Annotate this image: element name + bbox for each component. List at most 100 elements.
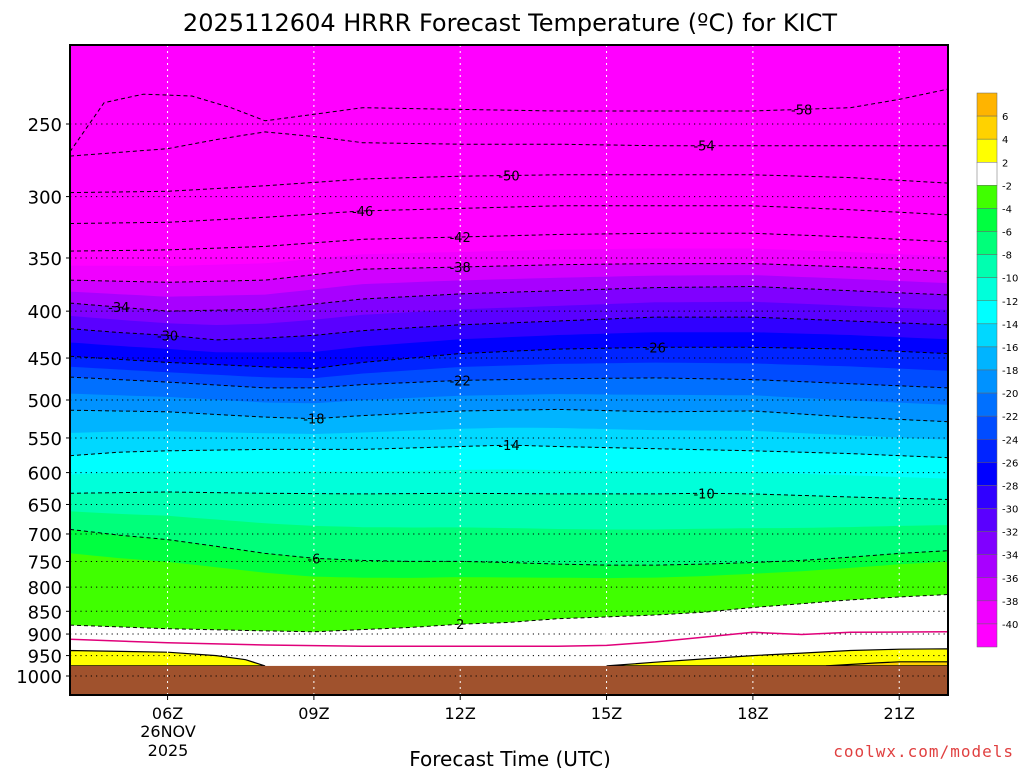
colorbar-label-8: -12: [1002, 297, 1018, 308]
isotherm--10: [70, 491, 948, 500]
isotherm-label--34: -34: [108, 301, 129, 316]
colorbar-segment-6: [976, 231, 998, 255]
temperature-fill: [70, 45, 948, 695]
colorbar-segment-12: [976, 369, 998, 394]
y-tick-label-400: 400: [28, 302, 62, 323]
date-label-day: 26NOV: [140, 722, 196, 741]
y-tick-label-600: 600: [28, 464, 62, 485]
colorbar-label-3: -2: [1002, 181, 1012, 192]
colorbar-label-16: -28: [1002, 481, 1018, 492]
colorbar-segment-13: [976, 392, 998, 417]
isotherm--38: [70, 263, 948, 283]
warm-layer-late: [606, 648, 948, 667]
colorbar-label-9: -14: [1002, 320, 1018, 331]
chart-title: 2025112604 HRRR Forecast Temperature (ºC…: [183, 9, 837, 37]
colorbar-label-19: -34: [1002, 551, 1018, 562]
y-tick-label-250: 250: [28, 115, 62, 136]
isotherm--54: [70, 131, 948, 157]
colorbar-label-0: 6: [1002, 112, 1008, 123]
isotherm--18: [70, 408, 948, 423]
colorbar-label-22: -40: [1002, 620, 1018, 631]
isotherm--6: [70, 528, 948, 566]
y-tick-label-550: 550: [28, 429, 62, 450]
colorbar-segment-20: [976, 554, 998, 579]
y-tick-label-650: 650: [28, 495, 62, 516]
plot-frame: [69, 44, 949, 696]
colorbar-label-7: -10: [1002, 274, 1018, 285]
isotherm-label--58: -58: [791, 103, 812, 118]
colorbar-segment-14: [976, 415, 998, 440]
colorbar-segment-23: [976, 623, 998, 648]
isotherm-label--6: -6: [307, 552, 320, 567]
colorbar-label-11: -18: [1002, 366, 1018, 377]
site-watermark: coolwx.com/models: [833, 742, 1014, 761]
y-tick-label-300: 300: [28, 188, 62, 209]
y-tick-label-500: 500: [28, 391, 62, 412]
isotherm--22: [70, 376, 948, 389]
gridlines: [70, 45, 948, 695]
x-tick-label-15Z: 15Z: [591, 704, 622, 723]
x-tick-label-21Z: 21Z: [884, 704, 915, 723]
colorbar-segment-1: [976, 115, 998, 140]
colorbar-label-14: -24: [1002, 435, 1018, 446]
colorbar-label-2: 2: [1002, 158, 1008, 169]
isotherm--58: [70, 88, 948, 152]
colorbar-segment-22: [976, 600, 998, 625]
colorbar-label-5: -6: [1002, 228, 1012, 239]
colorbar-label-20: -36: [1002, 574, 1018, 585]
warm-layer-late-core: [826, 661, 948, 667]
colorbar-label-21: -38: [1002, 597, 1018, 608]
colorbar-segment-2: [976, 138, 998, 163]
y-tick-label-450: 450: [28, 349, 62, 370]
colorbar-label-13: -22: [1002, 412, 1018, 423]
isotherm-label--54: -54: [693, 140, 714, 155]
isotherm-label--22: -22: [450, 374, 471, 389]
isotherm-label--50: -50: [498, 169, 519, 184]
colorbar: 6 4 2 -2 -4 -6 -8 -10 -12 -14 -16 -18 -20 -22 -24 -26 -2…: [976, 92, 1018, 648]
colorbar-segment-15: [976, 439, 998, 463]
colorbar-segment-18: [976, 508, 998, 532]
isotherm-label--42: -42: [450, 231, 471, 246]
isotherm-label--38: -38: [450, 261, 471, 276]
isotherm-label--18: -18: [303, 413, 324, 428]
x-tick-label-18Z: 18Z: [737, 704, 768, 723]
colorbar-label-6: -8: [1002, 251, 1012, 262]
x-tick-label-12Z: 12Z: [445, 704, 476, 723]
colorbar-segment-21: [976, 577, 998, 602]
isotherm-contours: 2 -6 -10 -14 -18 -22 -26 -30 -34 -38 -42 -46 -50 -54 -…: [70, 88, 948, 647]
y-tick-label-900: 900: [28, 625, 62, 646]
colorbar-segment-7: [976, 254, 998, 278]
y-tick-label-800: 800: [28, 578, 62, 599]
colorbar-segment-3: [976, 162, 998, 186]
colorbar-segment-8: [976, 277, 998, 301]
colorbar-label-10: -16: [1002, 343, 1018, 354]
ground-surface: [70, 665, 948, 695]
x-tick-label-06Z: 06Z: [152, 704, 183, 723]
colorbar-label-15: -26: [1002, 458, 1018, 469]
x-tick-label-09Z: 09Z: [298, 704, 329, 723]
isotherm--26: [70, 346, 948, 370]
isotherm-label--30: -30: [157, 329, 178, 344]
colorbar-segment-16: [976, 462, 998, 486]
colorbar-segment-9: [976, 300, 998, 325]
isotherm--14: [70, 444, 948, 459]
date-label-year: 2025: [148, 741, 189, 760]
isotherm-2: [70, 594, 948, 633]
colorbar-segment-0: [976, 92, 998, 117]
colorbar-label-18: -32: [1002, 528, 1018, 539]
colorbar-label-12: -20: [1002, 389, 1018, 400]
isotherm-label--10: -10: [693, 487, 714, 502]
colorbar-segment-19: [976, 531, 998, 555]
colorbar-label-17: -30: [1002, 505, 1018, 516]
y-tick-label-350: 350: [28, 249, 62, 270]
isotherm--34: [70, 285, 948, 312]
freezing-level-line: [70, 631, 948, 647]
colorbar-segment-17: [976, 485, 998, 509]
x-axis-label: Forecast Time (UTC): [409, 747, 611, 768]
colorbar-segment-4: [976, 185, 998, 209]
colorbar-segment-5: [976, 208, 998, 232]
isotherm-label--26: -26: [645, 341, 666, 356]
isotherm-label-2: 2: [456, 618, 464, 633]
